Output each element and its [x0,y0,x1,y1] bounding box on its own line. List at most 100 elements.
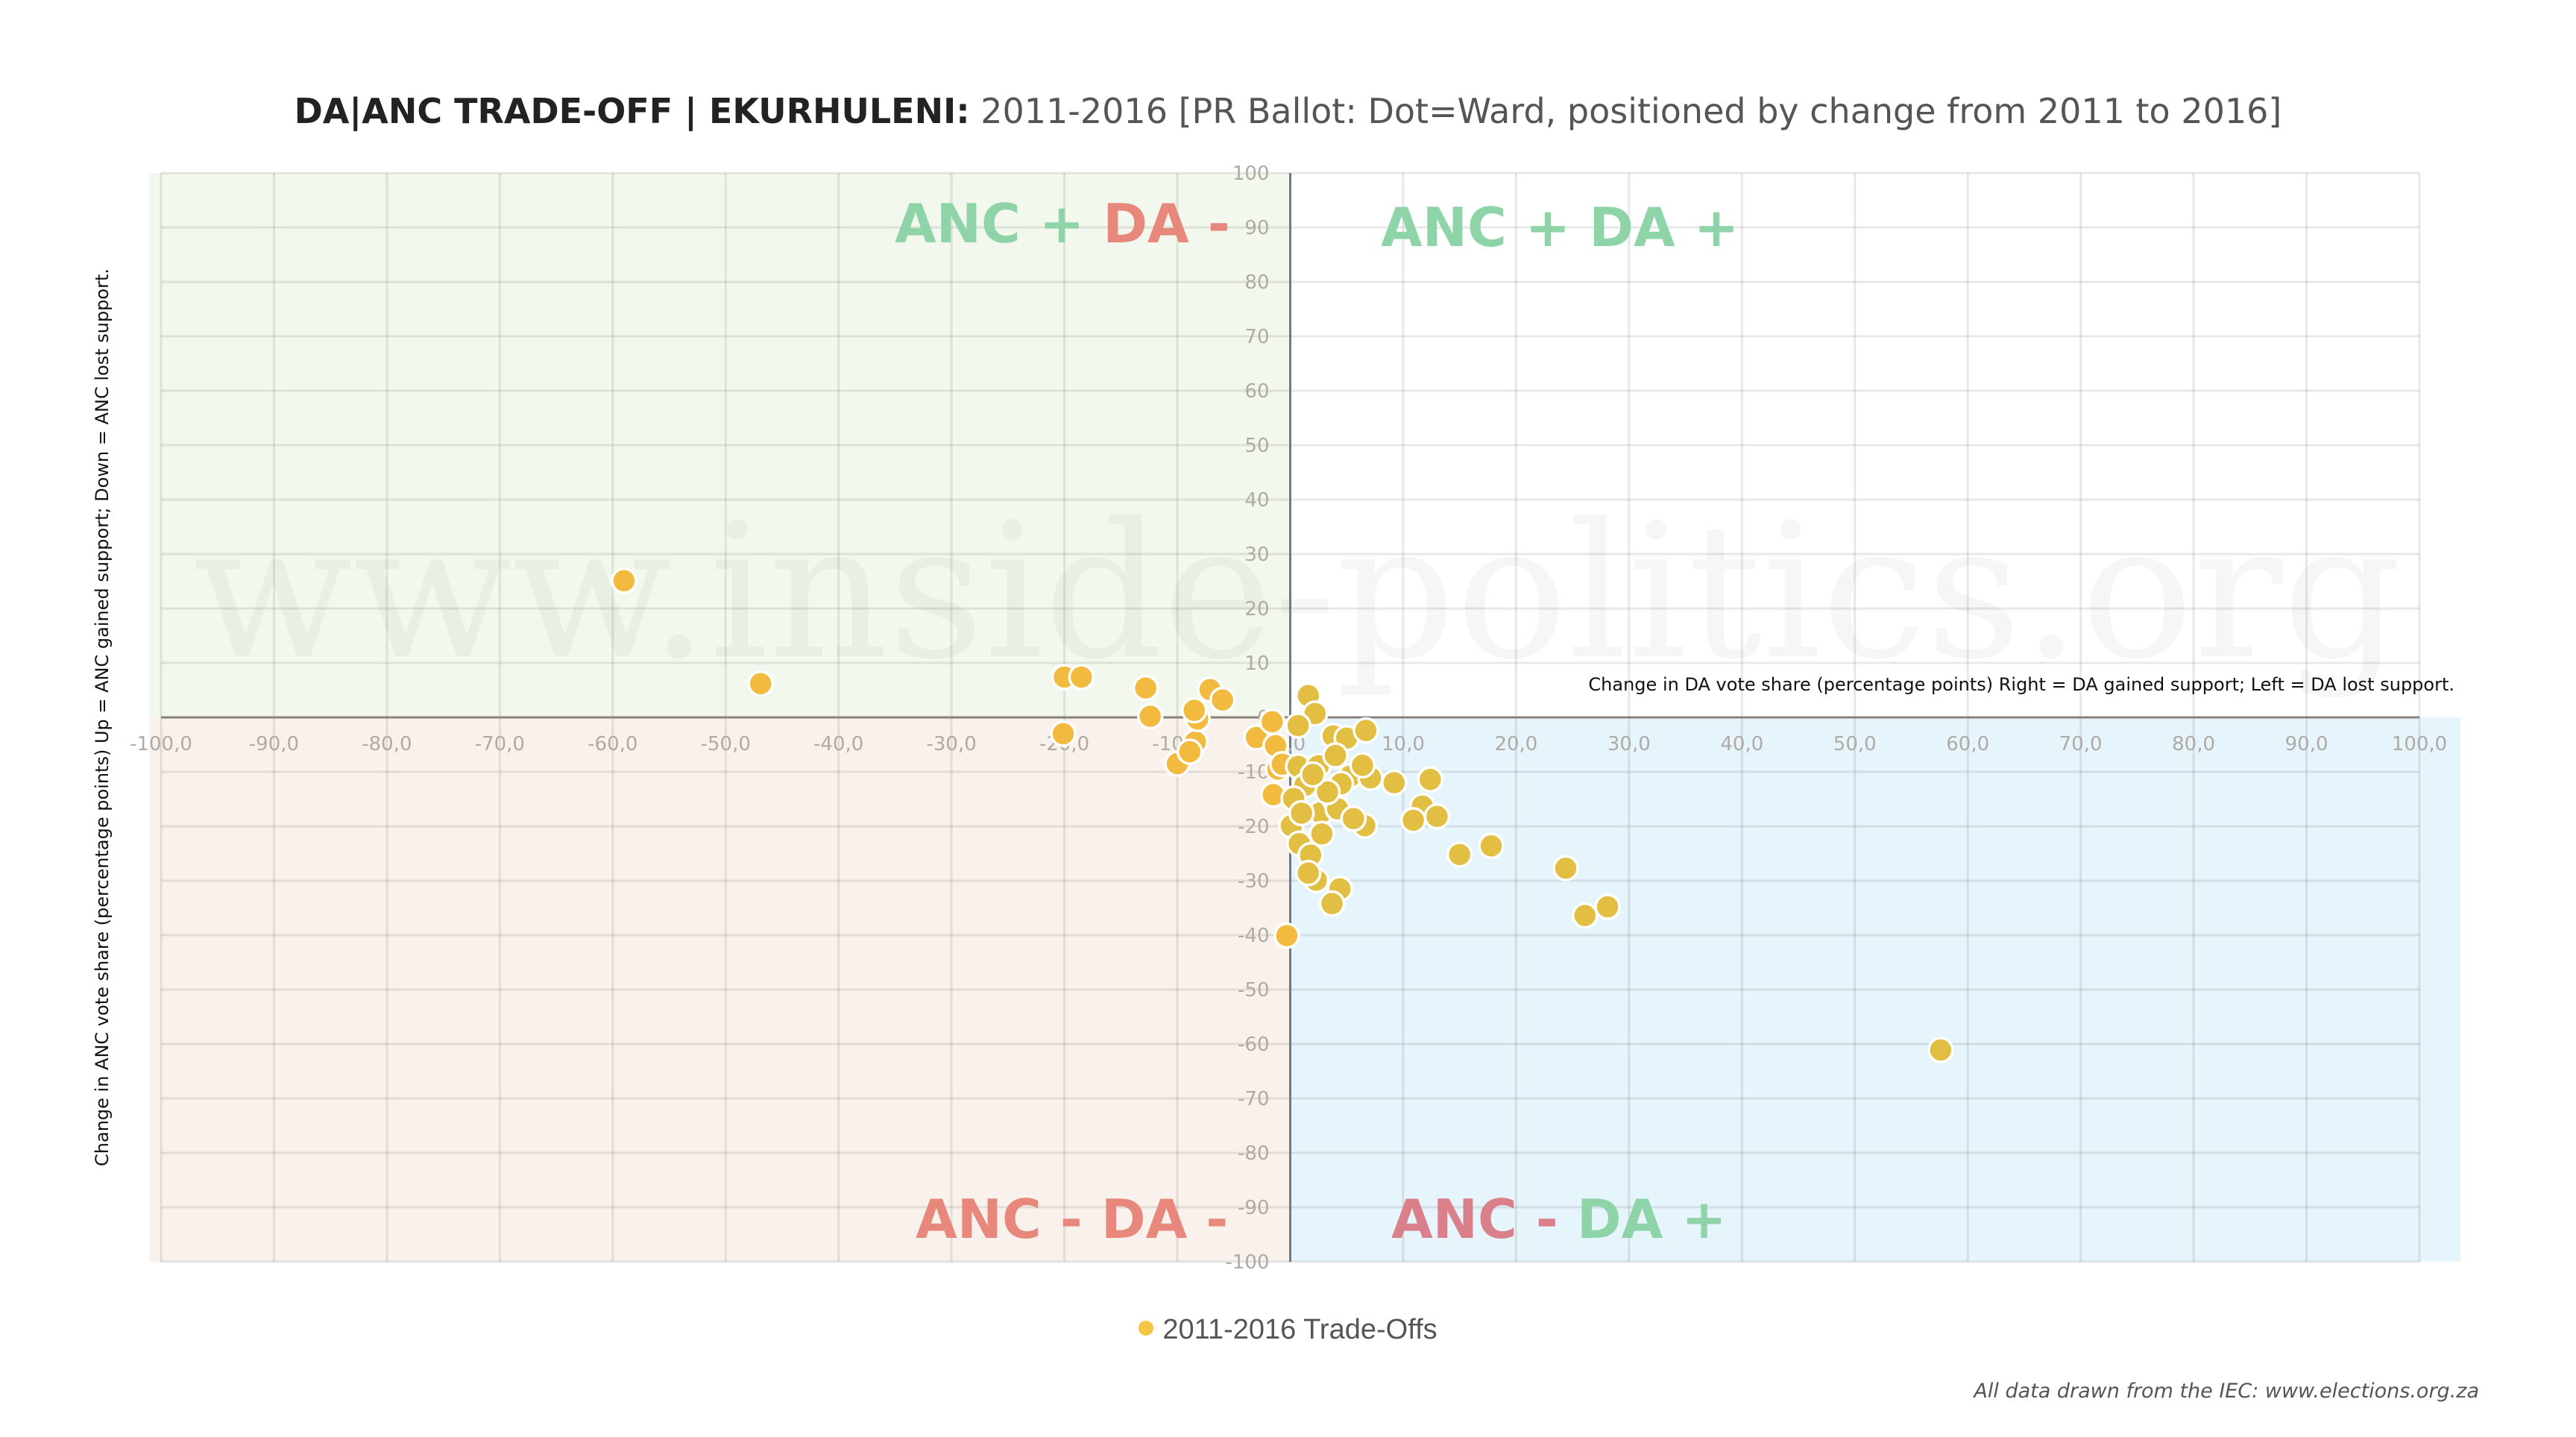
y-tick-label: -100 [1225,1251,1269,1274]
x-tick-label: 70,0 [2059,733,2103,755]
quadrant-label-part: ANC + [895,192,1103,255]
y-tick-label: -80 [1238,1142,1269,1165]
quadrant-label-bottom-right: ANC - DA + [1391,1188,1727,1251]
data-point [1340,805,1367,832]
data-point [1314,779,1341,805]
y-tick-labels: 1009080706050403020100-10-20-30-40-50-60… [1225,163,1269,1274]
quadrant-bg-top-left [149,173,1291,717]
data-point [1300,761,1326,788]
y-tick-label: 50 [1244,435,1269,457]
x-tick-label: 80,0 [2172,733,2215,755]
x-axis-label: Change in DA vote share (percentage poin… [1588,674,2454,695]
quadrant-label-part: DA - [1103,192,1229,255]
data-point [611,567,637,594]
data-point [1285,712,1311,739]
chart-title: DA|ANC TRADE-OFF | EKURHULENI: 2011-2016… [0,91,2576,131]
x-tick-label: 100,0 [2392,733,2447,755]
quadrant-label-bottom-left: ANC - DA - [916,1188,1228,1251]
x-tick-label: -90,0 [249,733,299,755]
data-point [1478,832,1505,860]
x-tick-label: 40,0 [1720,733,1763,755]
y-tick-label: -20 [1238,816,1269,838]
chart-title-bold: DA|ANC TRADE-OFF | EKURHULENI: [294,91,970,131]
x-tick-label: -80,0 [362,733,412,755]
y-tick-label: 100 [1232,163,1270,185]
legend[interactable]: 2011-2016 Trade-Offs [0,1314,2576,1346]
x-tick-label: 50,0 [1833,733,1877,755]
data-point [1381,769,1408,796]
x-tick-labels: -100,0 -90,0 -80,0 -70,0 -60,0 -50,0 -40,0 -30,… [130,733,2447,755]
quadrant-bg-top-right [1290,173,2419,717]
data-point [1322,742,1349,769]
data-point [1349,752,1376,779]
y-tick-label: -50 [1238,979,1269,1002]
y-tick-label: 40 [1244,489,1269,512]
legend-dot-icon [1139,1320,1154,1336]
x-tick-label: 30,0 [1607,733,1651,755]
data-point [1209,686,1236,714]
quadrant-label-part: ANC - DA - [916,1188,1228,1251]
legend-label: 2011-2016 Trade-Offs [1162,1314,1437,1345]
y-tick-label: -10 [1238,761,1269,784]
quadrant-label-part: ANC + DA + [1381,196,1739,259]
x-tick-label: 90,0 [2285,733,2328,755]
x-tick-label: 10,0 [1382,733,1425,755]
data-point [1446,841,1473,868]
data-point [1594,893,1621,920]
quadrant-bg-bottom-right [1290,717,2460,1262]
y-tick-label: 30 [1244,544,1269,566]
data-point [1050,720,1077,747]
quadrant-bg-bottom-left [149,717,1291,1262]
y-tick-label: -60 [1238,1034,1269,1056]
data-point [1552,855,1579,881]
data-point [1352,717,1379,744]
x-tick-label: 60,0 [1946,733,1989,755]
x-tick-label: -70,0 [475,733,525,755]
source-footer: All data drawn from the IEC: www.electio… [1974,1380,2479,1403]
x-tick-label: -50,0 [701,733,751,755]
data-point [747,670,774,697]
data-point [1309,820,1335,847]
x-tick-label: 20,0 [1494,733,1537,755]
data-point [1288,799,1315,827]
data-point [1417,766,1444,793]
data-point [1181,697,1208,724]
watermark: www.inside-politics.org [193,483,2402,700]
chart-title-rest: 2011-2016 [PR Ballot: Dot=Ward, position… [980,91,2282,131]
quadrant-label-part: DA + [1577,1188,1727,1251]
x-tick-label: -40,0 [813,733,863,755]
data-point [1318,890,1346,917]
y-tick-label: 60 [1244,380,1269,403]
y-tick-label: -70 [1238,1088,1269,1110]
quadrant-label-top-left: ANC + DA - [895,192,1230,255]
data-point [1273,922,1300,949]
x-tick-label: -30,0 [927,733,977,755]
quadrant-backgrounds [149,173,2460,1262]
data-point [1132,674,1159,702]
data-point [1294,860,1322,887]
y-tick-label: -30 [1238,870,1269,893]
data-point [1068,664,1095,691]
quadrant-labels: ANC + DA - ANC + DA +ANC - DA - ANC - DA + [895,192,1739,1251]
data-point [1927,1037,1954,1063]
data-point [1136,702,1164,730]
data-point [1423,803,1451,830]
data-points [611,567,1954,1063]
data-point [1572,902,1599,929]
y-tick-label: 90 [1244,217,1269,239]
quadrant-label-part: ANC - [1391,1188,1577,1251]
y-tick-label: 70 [1244,326,1269,348]
y-tick-label: 20 [1244,598,1269,620]
y-tick-label: 10 [1244,653,1269,675]
data-point [1259,708,1286,735]
data-point [1399,807,1427,834]
data-point [1176,738,1203,765]
quadrant-label-top-right: ANC + DA + [1381,196,1739,259]
x-tick-label: -100,0 [130,733,192,755]
y-tick-label: -40 [1238,925,1269,947]
y-tick-label: 80 [1244,271,1269,294]
y-tick-label: -90 [1238,1197,1269,1219]
y-axis-label: Change in ANC vote share (percentage poi… [92,268,113,1166]
x-tick-label: -60,0 [588,733,637,755]
